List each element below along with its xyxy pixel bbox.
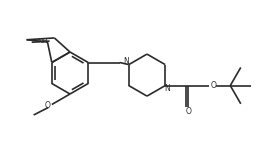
Text: O: O xyxy=(45,101,51,110)
Text: O: O xyxy=(210,81,216,90)
Text: N: N xyxy=(164,84,170,93)
Text: O: O xyxy=(185,107,191,116)
Text: NH: NH xyxy=(37,38,48,44)
Text: N: N xyxy=(123,57,129,66)
